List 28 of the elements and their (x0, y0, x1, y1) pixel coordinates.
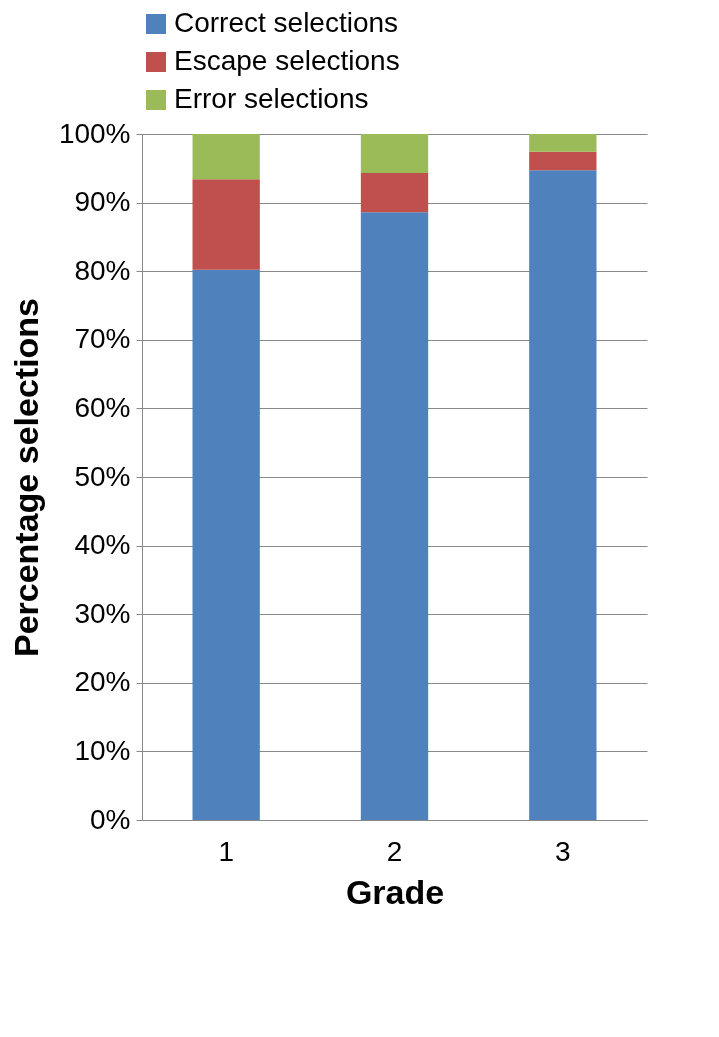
bar (529, 170, 597, 820)
x-axis-title: Grade (345, 872, 445, 911)
legend-label: Error selections (174, 83, 369, 114)
x-tick-label: 1 (218, 835, 234, 867)
bar (529, 134, 597, 152)
x-tick-label: 3 (555, 835, 571, 867)
y-tick-label: 100% (58, 117, 131, 149)
y-tick-label: 90% (74, 186, 131, 218)
y-tick-label: 70% (74, 323, 131, 355)
bar (360, 212, 429, 820)
bar (360, 134, 429, 174)
bar (192, 134, 260, 180)
y-tick-label: 30% (74, 597, 131, 629)
y-tick-label: 20% (74, 666, 131, 698)
x-tick-label: 2 (386, 835, 403, 867)
bar (360, 173, 429, 213)
y-tick-label: 80% (74, 254, 131, 286)
legend-label: Correct selections (174, 7, 399, 38)
y-tick-label: 10% (74, 734, 131, 766)
bar (529, 151, 597, 171)
y-axis-title: Percentage selections (6, 297, 45, 658)
bar (192, 179, 260, 270)
y-tick-label: 40% (74, 529, 131, 561)
y-tick-label: 50% (74, 460, 131, 492)
y-tick-label: 60% (74, 391, 131, 423)
legend-label: Escape selections (174, 45, 400, 76)
y-tick-label: 0% (90, 803, 131, 835)
bar (192, 269, 260, 820)
